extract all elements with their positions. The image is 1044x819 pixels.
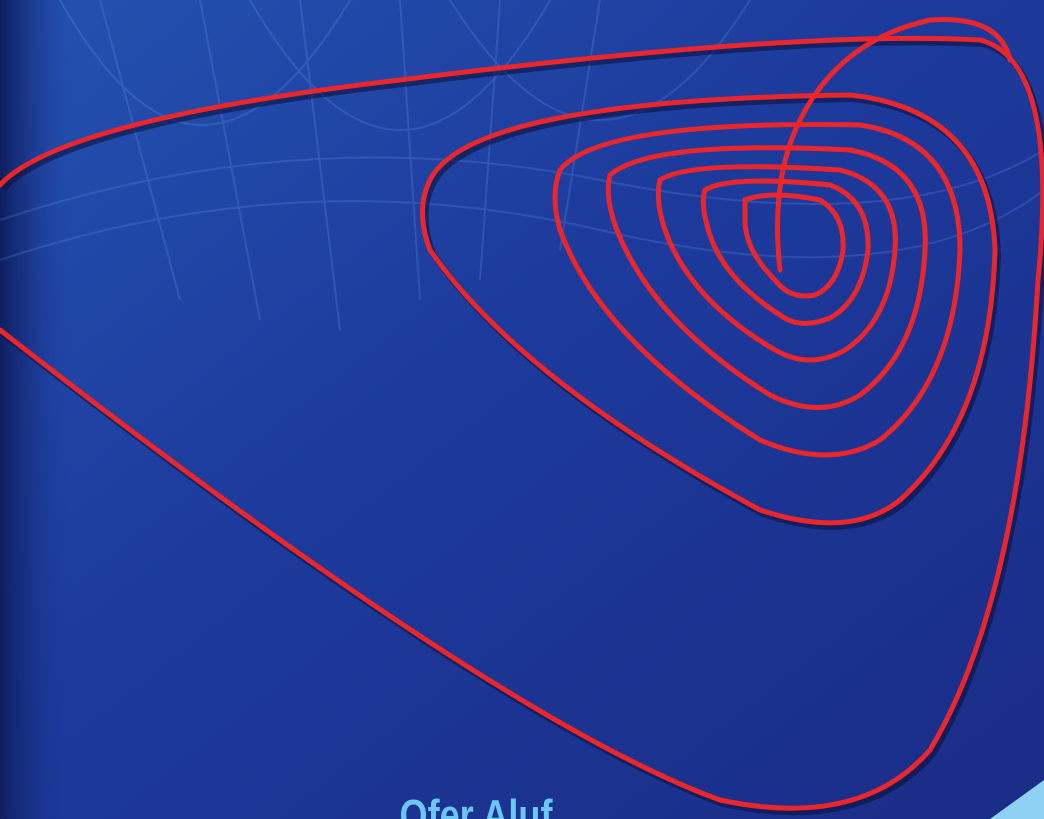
spiral [0,17,1044,816]
spine-shade [0,0,70,819]
corner-accent [990,780,1044,819]
author: Ofer Aluf [400,791,553,819]
texture [0,0,1044,331]
